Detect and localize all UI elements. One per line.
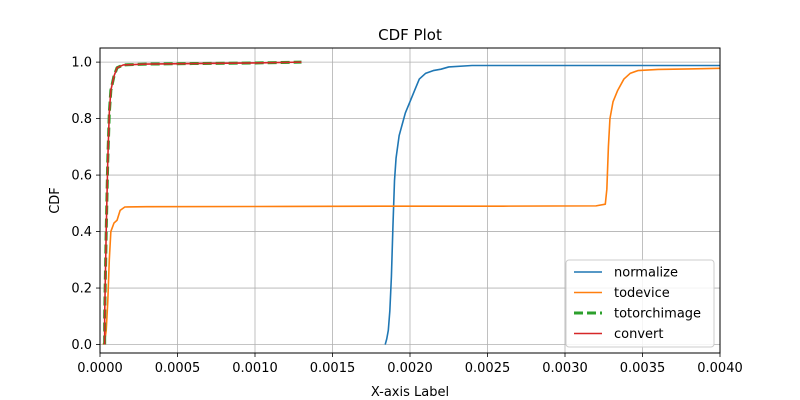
y-tick-label: 0.4: [71, 225, 92, 240]
x-tick-label: 0.0015: [310, 361, 356, 376]
series-layer: [102, 60, 720, 345]
y-tick-label: 0.0: [71, 338, 92, 353]
legend-label-totorchimage: totorchimage: [614, 307, 701, 322]
y-tick-label: 0.2: [71, 282, 92, 297]
x-tick-label: 0.0035: [620, 361, 666, 376]
series-line-todevice: [102, 67, 720, 345]
legend: normalize todevice totorchimage convert: [565, 259, 715, 348]
x-axis-title: X-axis Label: [371, 385, 449, 400]
x-tick-label: 0.0005: [155, 361, 201, 376]
y-tick-label: 0.8: [71, 112, 92, 127]
tick-layer: 0.0000 0.0005 0.0010 0.0015 0.0020 0.0025 0.00…: [71, 56, 742, 376]
legend-label-normalize: normalize: [614, 266, 678, 281]
series-line-normalize: [384, 64, 720, 345]
x-tick-label: 0.0010: [232, 361, 278, 376]
y-tick-label: 0.6: [71, 169, 92, 184]
y-axis-title: CDF: [48, 187, 63, 214]
chart-title: CDF Plot: [378, 26, 442, 44]
x-tick-label: 0.0025: [465, 361, 511, 376]
x-tick-label: 0.0020: [387, 361, 433, 376]
x-tick-label: 0.0040: [697, 361, 743, 376]
x-tick-label: 0.0000: [77, 361, 123, 376]
legend-label-todevice: todevice: [614, 286, 670, 301]
legend-label-convert: convert: [614, 327, 663, 342]
y-tick-label: 1.0: [71, 56, 92, 71]
series-line-convert: [103, 61, 302, 345]
legend-box: [565, 259, 715, 348]
series-line-totorchimage: [103, 60, 302, 345]
x-tick-label: 0.0030: [542, 361, 588, 376]
